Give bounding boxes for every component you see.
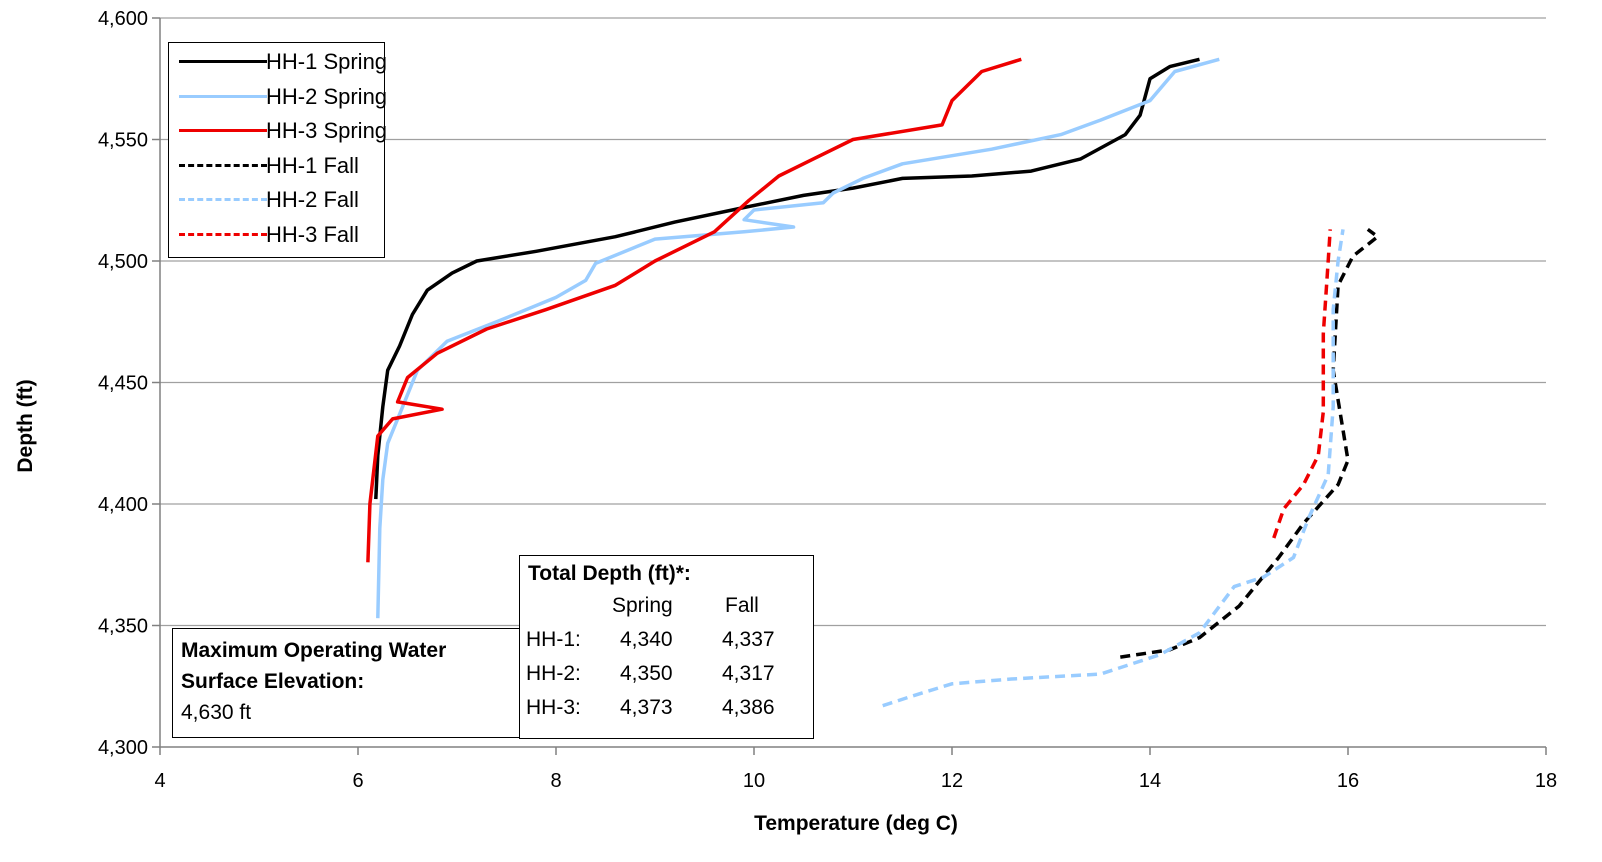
max-operating-value: 4,630 ft — [181, 701, 252, 724]
series-line-hh-3-spring — [366, 57, 1022, 563]
total-depth-row-fall: 4,317 — [722, 662, 775, 685]
legend-label: HH-1 Spring — [266, 49, 388, 74]
legend-label: HH-1 Fall — [266, 152, 359, 178]
series-line-hh-2-spring — [376, 57, 1220, 619]
axes — [152, 17, 1547, 755]
x-tick-label: 4 — [154, 770, 165, 792]
max-operating-line1: Maximum Operating Water — [181, 639, 447, 662]
legend-item: HH-3 Spring — [169, 115, 388, 145]
legend-item: HH-1 Spring — [169, 46, 388, 76]
x-tick-label: 18 — [1535, 770, 1557, 792]
x-tick-label: 8 — [550, 770, 561, 792]
y-tick-label: 4,500 — [98, 251, 148, 273]
legend-swatch — [179, 60, 267, 63]
series-lines — [366, 57, 1380, 708]
legend-swatch — [179, 129, 267, 132]
series-line-hh-2-fall — [882, 229, 1345, 708]
y-tick-label: 4,300 — [98, 737, 148, 759]
series-line-hh-1-fall — [1120, 227, 1380, 659]
y-tick-label: 4,450 — [98, 373, 148, 395]
y-tick-label: 4,400 — [98, 494, 148, 516]
legend-swatch — [179, 94, 267, 98]
series-line-hh-3-fall — [1272, 229, 1332, 539]
x-tick-label: 6 — [352, 770, 363, 792]
legend-item: HH-1 Fall — [169, 150, 384, 180]
legend-label: HH-2 Spring — [266, 83, 388, 109]
x-axis-title: Temperature (deg C) — [754, 812, 958, 835]
legend-label: HH-3 Fall — [266, 221, 359, 247]
legend-item: HH-2 Fall — [169, 184, 384, 214]
max-operating-elevation-box: Maximum Operating Water Surface Elevatio… — [172, 628, 520, 738]
legend-swatch — [179, 232, 267, 236]
total-depth-row-spring: 4,350 — [620, 662, 673, 685]
x-tick-label: 12 — [941, 770, 963, 792]
y-tick-label: 4,350 — [98, 616, 148, 638]
legend-label: HH-3 Spring — [266, 118, 388, 143]
total-depth-row-label: HH-3: — [526, 696, 581, 719]
max-operating-line2: Surface Elevation: — [181, 670, 365, 693]
legend-item: HH-2 Spring — [169, 81, 388, 111]
total-depth-row-fall: 4,337 — [722, 628, 775, 651]
legend: HH-1 Spring HH-2 Spring HH-3 Spring HH-1 Fa… — [168, 42, 388, 258]
total-depth-row-spring: 4,373 — [620, 696, 673, 719]
total-depth-col-spring: Spring — [612, 594, 673, 617]
y-axis-title: Depth (ft) — [14, 379, 37, 473]
total-depth-row-fall: 4,386 — [722, 696, 775, 719]
total-depth-row-label: HH-2: — [526, 662, 581, 685]
total-depth-title: Total Depth (ft)*: — [528, 562, 691, 585]
total-depth-box: Total Depth (ft)*: Spring Fall HH-1: 4,3… — [519, 555, 814, 739]
legend-swatch — [179, 198, 267, 201]
total-depth-col-fall: Fall — [725, 594, 759, 617]
total-depth-row-spring: 4,340 — [620, 628, 673, 651]
legend-item: HH-3 Fall — [169, 219, 384, 249]
legend-label: HH-2 Fall — [266, 187, 359, 212]
y-tick-label: 4,600 — [98, 8, 148, 30]
legend-swatch — [179, 163, 267, 167]
tick-labels: 4,300 4,350 4,400 4,450 4,500 4,550 4,600 4 6 8 10… — [98, 8, 1557, 792]
x-tick-label: 14 — [1139, 770, 1161, 792]
x-tick-label: 10 — [743, 770, 765, 792]
y-tick-label: 4,550 — [98, 130, 148, 152]
series-line-hh-1-spring — [374, 57, 1200, 500]
x-tick-label: 16 — [1337, 770, 1359, 792]
total-depth-row-label: HH-1: — [526, 628, 581, 651]
